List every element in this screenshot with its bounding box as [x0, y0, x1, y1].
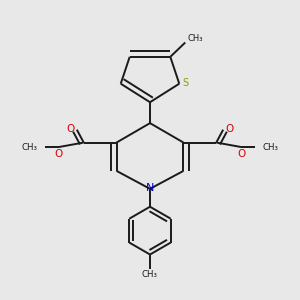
- Text: O: O: [66, 124, 74, 134]
- Text: CH₃: CH₃: [142, 270, 158, 279]
- Text: O: O: [237, 148, 245, 159]
- Text: CH₃: CH₃: [262, 142, 278, 152]
- Text: N: N: [146, 183, 154, 193]
- Text: CH₃: CH₃: [22, 142, 38, 152]
- Text: O: O: [226, 124, 234, 134]
- Text: CH₃: CH₃: [188, 34, 203, 43]
- Text: O: O: [55, 148, 63, 159]
- Text: S: S: [183, 78, 189, 88]
